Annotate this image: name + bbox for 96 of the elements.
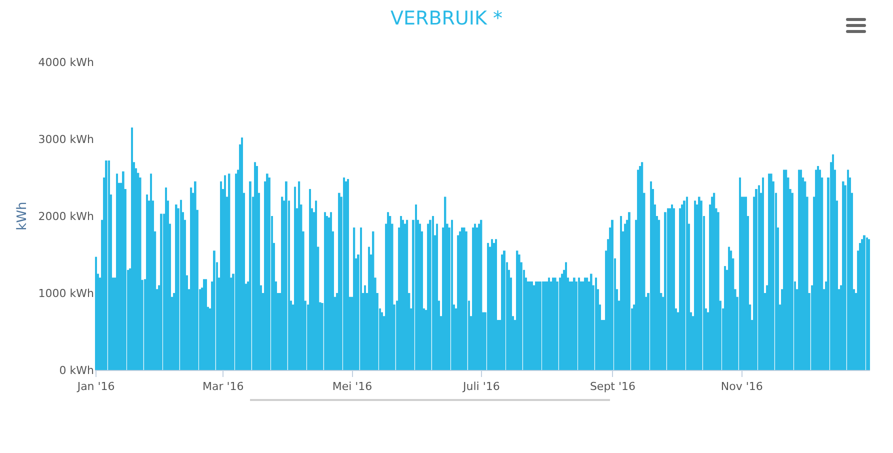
bar [611,220,614,370]
x-tick-label: Juli '16 [462,380,500,394]
bar [429,220,432,370]
bar [116,174,118,370]
bar [694,200,696,370]
bar [798,170,800,370]
bar [495,239,497,370]
bar [686,196,688,370]
bar [160,214,162,370]
bar [758,185,760,370]
bar [717,212,720,370]
bar [480,220,482,370]
bar [679,208,682,370]
bar [389,216,392,370]
bar [360,228,362,370]
bar [868,239,870,370]
bar [620,216,622,370]
bar [108,160,110,370]
bar [667,208,669,370]
bar [556,281,558,370]
bar [298,181,300,370]
bar [137,172,140,370]
bar [575,281,578,370]
bar [866,238,868,370]
bar [650,181,652,370]
bar [578,278,580,370]
bar [146,194,148,370]
x-tick-label: Sept '16 [590,380,636,394]
bar [131,127,133,370]
bar [559,278,561,370]
y-tick-label: 3000 kWh [38,132,94,146]
bar [804,181,806,370]
bar [730,250,732,370]
x-tick-label: Jan '16 [76,380,115,394]
bar [664,212,666,370]
bar [673,208,675,370]
bar [105,160,108,370]
bar [595,278,597,370]
bar [590,274,592,370]
bar [641,162,644,370]
bar [783,170,785,370]
bar [637,170,639,370]
y-axis-title: kWh [15,202,30,230]
bar [309,189,311,370]
bar [762,178,764,370]
bar [347,179,349,370]
bar [683,200,686,370]
chart-title: VERBRUIK * [390,8,502,30]
bar [324,212,326,370]
bar [503,250,506,370]
bar [95,256,97,370]
bar [228,174,230,370]
bar [700,200,702,370]
bar [220,181,222,370]
bar [465,231,468,370]
bar [658,220,660,370]
x-tick-label: Nov '16 [720,380,763,394]
bar [791,192,794,370]
y-tick-label: 2000 kWh [38,210,94,223]
bar [235,174,237,370]
bar [478,224,480,370]
bar [472,228,474,370]
bar [863,235,866,370]
bar [268,178,270,370]
bar [315,200,318,370]
y-tick-label: 1000 kWh [38,286,94,300]
bar [294,186,296,370]
bar [432,216,434,370]
y-tick-label: 4000 kWh [38,56,94,69]
bar [755,189,758,370]
bar [516,250,518,370]
bar [205,279,207,370]
bar [281,196,284,370]
bar [451,220,453,370]
bar [628,212,630,370]
bar [285,181,288,370]
x-tick-label: Mei '16 [332,380,372,394]
bar [487,242,489,370]
bar [343,178,345,370]
y-tick-label: 0 kWh [59,364,94,377]
bar [353,228,356,370]
bar [415,204,417,370]
bar [436,224,438,370]
bar [739,178,741,370]
bar [180,200,182,370]
bar [372,231,374,370]
bar [542,281,544,370]
bar [724,266,726,370]
bar [457,235,459,370]
bar [368,246,370,370]
x-tick-label: Mar '16 [202,380,244,394]
bar [249,181,252,370]
bar [406,220,408,370]
bar [213,250,216,370]
bar [847,170,849,370]
bar [190,188,192,370]
